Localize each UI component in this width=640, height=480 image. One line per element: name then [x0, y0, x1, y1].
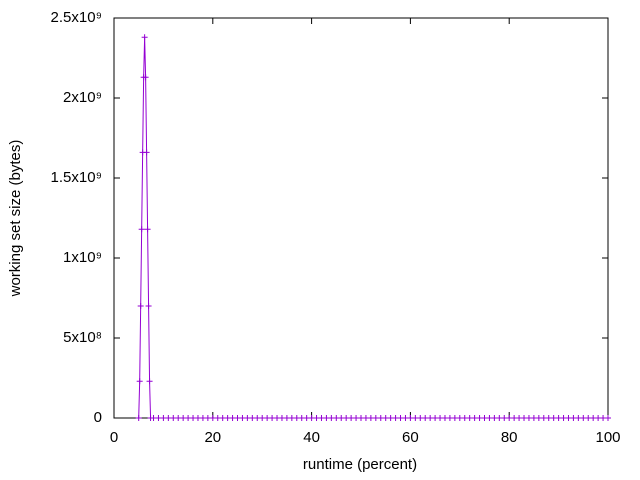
point-marker — [605, 415, 611, 421]
point-marker — [142, 74, 149, 81]
y-tick-label: 2.5x10⁹ — [51, 9, 102, 26]
y-tick-label: 1x10⁹ — [63, 249, 102, 266]
point-marker — [135, 415, 142, 421]
point-marker — [145, 303, 152, 309]
point-marker — [146, 378, 153, 385]
y-tick-label: 2x10⁹ — [63, 89, 102, 106]
point-marker — [137, 303, 144, 309]
y-tick-label: 1.5x10⁹ — [51, 169, 102, 186]
y-tick-label: 5x10⁸ — [63, 329, 102, 346]
y-axis-label: working set size (bytes) — [7, 140, 24, 298]
point-marker — [136, 378, 143, 385]
x-tick-label: 100 — [595, 429, 620, 446]
x-tick-label: 60 — [402, 429, 419, 446]
x-tick-label: 0 — [110, 429, 118, 446]
point-marker — [143, 149, 150, 156]
point-marker — [144, 226, 151, 233]
point-marker — [141, 34, 148, 41]
x-tick-label: 80 — [501, 429, 518, 446]
point-marker — [138, 226, 145, 233]
x-axis-label: runtime (percent) — [303, 456, 417, 473]
x-tick-label: 40 — [303, 429, 320, 446]
y-tick-label: 0 — [94, 409, 102, 426]
x-tick-label: 20 — [204, 429, 221, 446]
